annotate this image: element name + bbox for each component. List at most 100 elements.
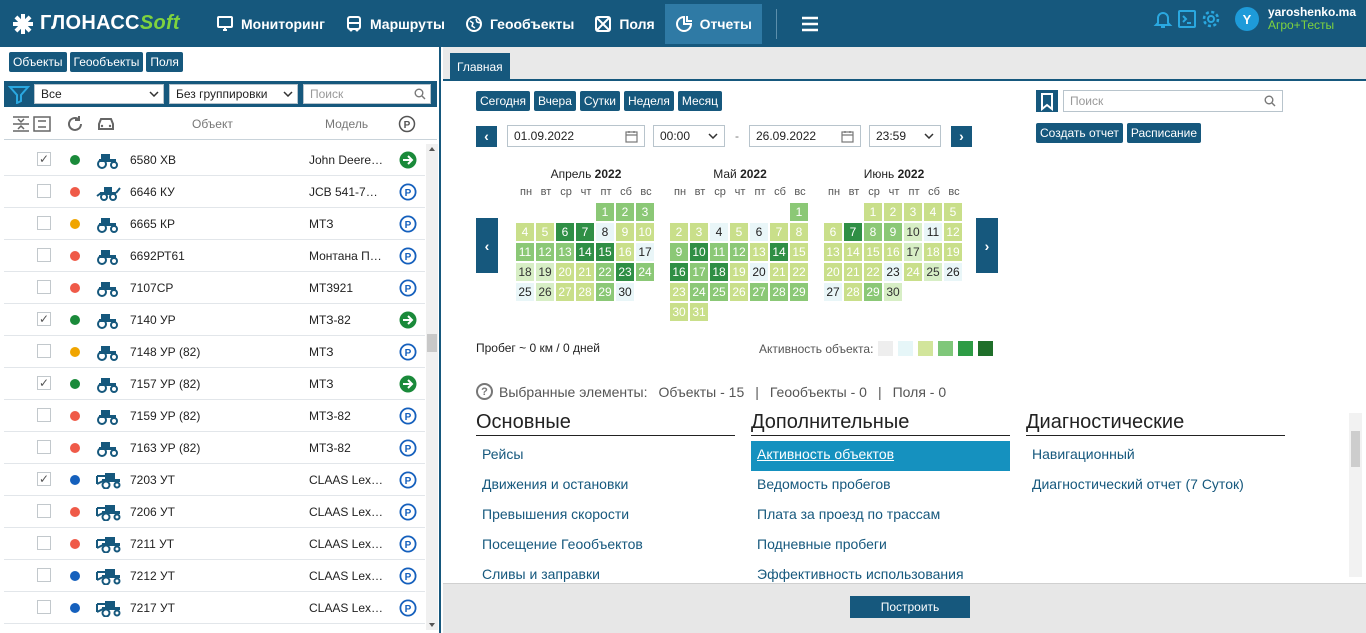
calendar-day[interactable]: 12 (730, 243, 748, 261)
calendar-day[interactable]: 8 (596, 223, 614, 241)
time-to-select[interactable]: 23:59 (869, 125, 941, 147)
calendar-day[interactable]: 17 (904, 243, 922, 261)
row-checkbox[interactable] (37, 504, 51, 518)
calendar-next-button[interactable]: › (976, 218, 998, 273)
calendar-day[interactable]: 6 (750, 223, 768, 241)
period-day-button[interactable]: Сутки (579, 91, 621, 111)
table-row[interactable]: 7107СР МТ3921 P (4, 272, 425, 304)
table-row[interactable]: 7159 УР (82) МТЗ-82 P (4, 400, 425, 432)
calendar-day[interactable]: 25 (516, 283, 534, 301)
calendar-day[interactable]: 24 (636, 263, 654, 281)
report-link[interactable]: Рейсы (482, 446, 524, 462)
calendar-day[interactable]: 20 (824, 263, 842, 281)
calendar-day[interactable]: 8 (790, 223, 808, 241)
calendar-day[interactable]: 29 (790, 283, 808, 301)
nav-routes[interactable]: Маршруты (335, 4, 455, 44)
calendar-day[interactable]: 19 (536, 263, 554, 281)
object-status[interactable] (399, 311, 417, 332)
period-today-button[interactable]: Сегодня (476, 91, 530, 111)
nav-reports[interactable]: Отчеты (664, 3, 762, 44)
hamburger-menu-button[interactable] (791, 4, 836, 44)
calendar-day[interactable]: 1 (596, 203, 614, 221)
calendar-day[interactable]: 21 (576, 263, 594, 281)
calendar-day[interactable]: 13 (556, 243, 574, 261)
column-header-model[interactable]: Модель (325, 117, 369, 131)
calendar-day[interactable]: 9 (884, 223, 902, 241)
calendar-day[interactable]: 11 (710, 243, 728, 261)
calendar-day[interactable]: 16 (884, 243, 902, 261)
object-status[interactable]: P (399, 183, 417, 204)
object-status[interactable]: P (399, 535, 417, 556)
object-status[interactable]: P (399, 439, 417, 460)
object-status[interactable]: P (399, 407, 417, 428)
table-row[interactable]: ✓ 7157 УР (82) МТЗ (4, 368, 425, 400)
calendar-day[interactable]: 26 (944, 263, 962, 281)
nav-monitoring[interactable]: Мониторинг (206, 4, 335, 44)
calendar-day[interactable]: 10 (636, 223, 654, 241)
calendar-day[interactable]: 15 (596, 243, 614, 261)
logo[interactable]: ГЛОНАСС Soft (0, 12, 206, 35)
calendar-day[interactable]: 14 (576, 243, 594, 261)
calendar-day[interactable]: 26 (730, 283, 748, 301)
row-checkbox[interactable] (37, 568, 51, 582)
calendar-day[interactable]: 28 (844, 283, 862, 301)
calendar-day[interactable]: 14 (770, 243, 788, 261)
table-row[interactable]: 7211 УТ CLAAS Lex… P (4, 528, 425, 560)
period-yesterday-button[interactable]: Вчера (534, 91, 576, 111)
table-row[interactable]: 7212 УТ CLAAS Lex… P (4, 560, 425, 592)
calendar-day[interactable]: 5 (944, 203, 962, 221)
create-report-button[interactable]: Создать отчет (1036, 123, 1123, 143)
parking-status-icon[interactable]: P (398, 115, 416, 133)
calendar-prev-button[interactable]: ‹ (476, 218, 498, 273)
row-checkbox[interactable] (37, 184, 51, 198)
table-row[interactable]: 6665 КР МТЗ P (4, 208, 425, 240)
calendar-day[interactable]: 2 (616, 203, 634, 221)
grouping-select[interactable]: Без группировки (169, 84, 298, 104)
object-status[interactable]: P (399, 503, 417, 524)
report-link[interactable]: Эффективность использования (757, 566, 964, 582)
table-row[interactable]: 7206 УТ CLAAS Lex… P (4, 496, 425, 528)
calendar-day[interactable]: 25 (710, 283, 728, 301)
filter-icon[interactable] (8, 84, 30, 104)
calendar-day[interactable]: 7 (770, 223, 788, 241)
calendar-day[interactable]: 2 (884, 203, 902, 221)
calendar-day[interactable]: 23 (616, 263, 634, 281)
avatar[interactable]: Y (1234, 7, 1259, 31)
calendar-day[interactable]: 17 (690, 263, 708, 281)
gear-icon[interactable] (1201, 9, 1221, 29)
calendar-day[interactable]: 23 (884, 263, 902, 281)
schedule-button[interactable]: Расписание (1126, 123, 1202, 143)
calendar-day[interactable]: 5 (730, 223, 748, 241)
calendar-day[interactable]: 10 (690, 243, 708, 261)
selected-fields-count[interactable]: Поля - 0 (892, 383, 947, 400)
terminal-icon[interactable] (1177, 9, 1197, 29)
object-status[interactable]: P (399, 471, 417, 492)
calendar-day[interactable]: 2 (670, 223, 688, 241)
tab-fields[interactable]: Поля (146, 52, 183, 72)
selected-geoobjects-count[interactable]: Геообъекты - 0 (769, 383, 867, 400)
calendar-day[interactable]: 30 (616, 283, 634, 301)
row-checkbox[interactable]: ✓ (37, 312, 51, 326)
object-status[interactable]: P (399, 567, 417, 588)
tab-geoobjects[interactable]: Геообъекты (69, 52, 144, 72)
calendar-day[interactable]: 3 (690, 223, 708, 241)
calendar-day[interactable]: 30 (884, 283, 902, 301)
calendar-day[interactable]: 29 (596, 283, 614, 301)
calendar-day[interactable]: 12 (536, 243, 554, 261)
table-row[interactable]: ✓ 7203 УТ CLAAS Lex… P (4, 464, 425, 496)
nav-fields[interactable]: Поля (584, 4, 664, 44)
report-link[interactable]: Диагностический отчет (7 Суток) (1032, 476, 1244, 492)
expand-collapse-icon[interactable] (12, 115, 52, 133)
table-row[interactable]: ✓ 7140 УР МТЗ-82 (4, 304, 425, 336)
table-row[interactable]: ✓ 6580 ХВ John Deere… (4, 144, 425, 176)
report-search-input[interactable]: Поиск (1063, 90, 1283, 112)
table-row[interactable]: 7217 УТ CLAAS Lex… P (4, 592, 425, 624)
row-checkbox[interactable] (37, 344, 51, 358)
period-week-button[interactable]: Неделя (624, 91, 674, 111)
calendar-day[interactable]: 11 (924, 223, 942, 241)
objects-scrollbar[interactable] (426, 144, 438, 630)
calendar-day[interactable]: 22 (596, 263, 614, 281)
calendar-day[interactable]: 27 (824, 283, 842, 301)
calendar-day[interactable]: 27 (750, 283, 768, 301)
period-month-button[interactable]: Месяц (677, 91, 723, 111)
